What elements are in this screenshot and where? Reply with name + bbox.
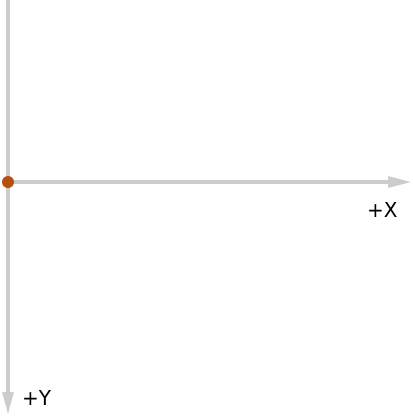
x-axis-arrowhead [388,176,411,188]
y-axis-label: +Y [22,386,52,410]
x-axis-label: +X [367,198,398,222]
y-axis-arrowhead [2,392,14,414]
origin-point [2,176,14,188]
